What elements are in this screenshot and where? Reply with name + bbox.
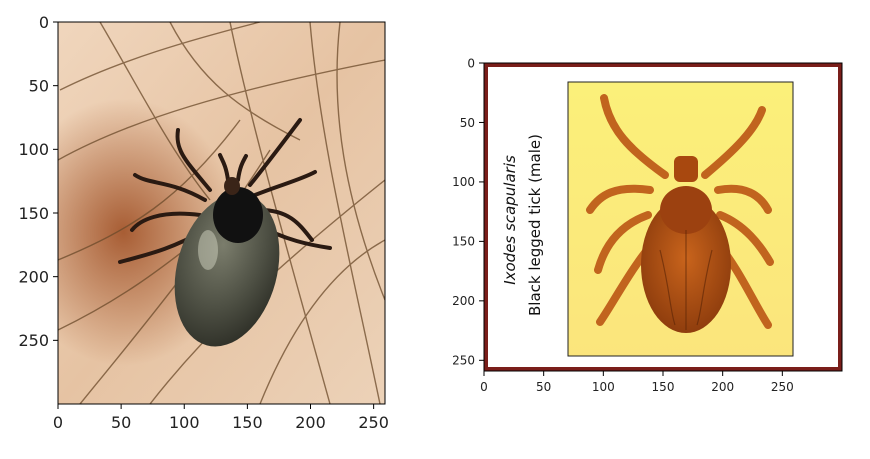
x-tick-label: 50: [111, 413, 131, 432]
species-caption: Ixodes scapularis: [501, 155, 519, 285]
y-tick: 200: [18, 267, 58, 286]
y-tick-label: 150: [18, 204, 49, 223]
tick-illustration-panel: Ixodes scapularis Black legged tick (mal…: [452, 56, 843, 394]
left-y-axis: 0 50 100 150 200 250: [18, 13, 58, 350]
y-tick: 50: [29, 76, 58, 95]
illustration-frame: [484, 63, 842, 371]
x-tick-label: 250: [771, 380, 794, 394]
x-tick: 200: [295, 404, 326, 432]
y-tick: 50: [460, 116, 484, 130]
x-tick-label: 250: [358, 413, 389, 432]
y-tick-label: 0: [467, 56, 475, 70]
y-tick: 200: [452, 294, 484, 308]
y-tick-label: 0: [39, 13, 49, 32]
x-tick-label: 100: [592, 380, 615, 394]
right-y-axis: 0 50 100 150 200 250: [452, 56, 484, 368]
y-tick: 150: [452, 235, 484, 249]
common-name-caption: Black legged tick (male): [526, 134, 544, 316]
y-tick: 0: [39, 13, 58, 32]
x-tick: 100: [169, 404, 200, 432]
x-tick: 100: [592, 371, 615, 394]
x-tick: 250: [358, 404, 389, 432]
y-tick-label: 200: [452, 294, 475, 308]
x-tick: 0: [53, 404, 63, 432]
y-tick: 100: [452, 175, 484, 189]
y-tick: 100: [18, 140, 58, 159]
x-tick-label: 200: [711, 380, 734, 394]
tick-illustration: Ixodes scapularis Black legged tick (mal…: [484, 63, 842, 371]
x-tick: 200: [711, 371, 734, 394]
tick-photo-panel: 0 50 100 150 200 250 0 50 100 150 200 250: [18, 13, 388, 432]
x-tick: 150: [652, 371, 675, 394]
x-tick: 250: [771, 371, 794, 394]
x-tick-label: 150: [652, 380, 675, 394]
y-tick-label: 50: [29, 76, 49, 95]
x-tick-label: 200: [295, 413, 326, 432]
y-tick-label: 250: [452, 354, 475, 368]
x-tick-label: 50: [536, 380, 551, 394]
left-x-axis: 0 50 100 150 200 250: [53, 404, 389, 432]
x-tick: 50: [111, 404, 131, 432]
x-tick-label: 150: [232, 413, 263, 432]
y-tick: 150: [18, 204, 58, 223]
x-tick-label: 100: [169, 413, 200, 432]
right-x-axis: 0 50 100 150 200 250: [480, 371, 794, 394]
skin-hairs: [58, 22, 385, 404]
y-tick: 250: [18, 331, 58, 350]
tick-legs: [118, 118, 332, 264]
y-tick-label: 100: [452, 175, 475, 189]
x-tick: 0: [480, 371, 488, 394]
x-tick: 50: [536, 371, 551, 394]
y-tick-label: 150: [452, 235, 475, 249]
y-tick: 250: [452, 354, 484, 368]
y-tick-label: 50: [460, 116, 475, 130]
y-tick: 0: [467, 56, 484, 70]
illustration-tick-legs: [586, 94, 774, 329]
y-tick-label: 100: [18, 140, 49, 159]
x-tick-label: 0: [480, 380, 488, 394]
tick-photo: [58, 22, 385, 404]
y-tick-label: 200: [18, 267, 49, 286]
x-tick-label: 0: [53, 413, 63, 432]
y-tick-label: 250: [18, 331, 49, 350]
x-tick: 150: [232, 404, 263, 432]
